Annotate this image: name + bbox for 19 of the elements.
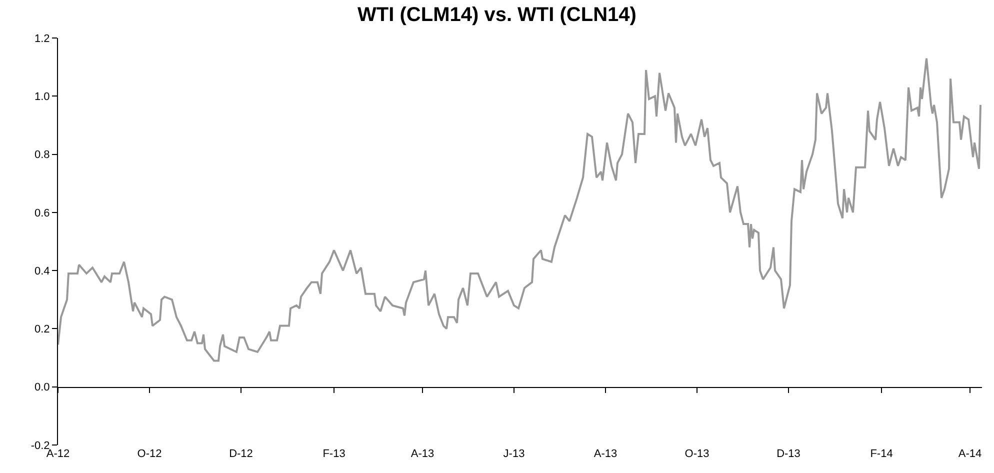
x-tick-label: A-13 (410, 448, 434, 460)
x-tick-label: A-13 (594, 448, 618, 460)
x-tick-label: F-14 (870, 448, 893, 460)
y-tick-label: 0.4 (34, 265, 50, 278)
x-tick-label: D-13 (776, 448, 800, 460)
y-tick-label: 0.0 (34, 382, 50, 394)
chart-title: WTI (CLM14) vs. WTI (CLN14) (358, 4, 636, 26)
y-tick-label: 0.8 (34, 149, 50, 162)
x-tick-label: A-14 (958, 448, 982, 460)
y-tick-label: 1.0 (34, 90, 50, 103)
y-tick-label: 0.6 (34, 207, 50, 220)
x-tick-label: O-13 (684, 448, 710, 460)
y-tick-label: 0.2 (34, 324, 50, 336)
x-tick-label: D-12 (229, 448, 253, 460)
line-series (58, 57, 982, 362)
y-tick-label: 1.2 (34, 32, 50, 45)
x-tick-label: O-12 (137, 448, 162, 460)
x-tick-label: F-13 (322, 448, 346, 460)
x-tick-label: J-13 (503, 448, 525, 460)
